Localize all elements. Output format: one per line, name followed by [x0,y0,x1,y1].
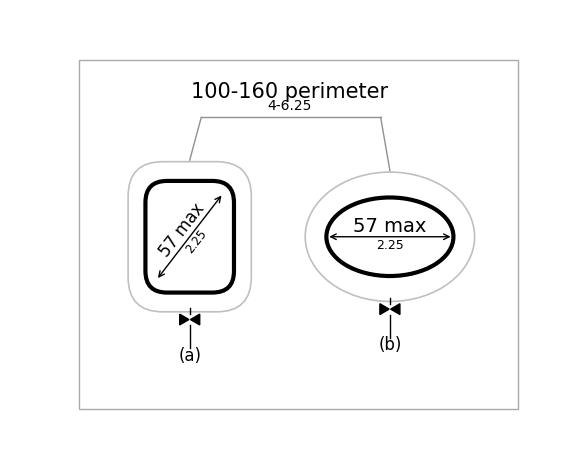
Text: 2.25: 2.25 [183,227,210,255]
Ellipse shape [305,172,474,301]
Polygon shape [380,304,389,314]
Text: 57 max: 57 max [156,200,208,261]
FancyBboxPatch shape [128,162,251,312]
Text: (a): (a) [178,347,201,365]
Polygon shape [180,314,189,325]
FancyBboxPatch shape [146,181,234,292]
Text: 4-6.25: 4-6.25 [268,99,312,113]
Text: 2.25: 2.25 [376,239,404,252]
Polygon shape [391,304,400,314]
Ellipse shape [327,198,453,276]
Text: (b): (b) [378,336,402,354]
Polygon shape [190,314,200,325]
Text: 100-160 perimeter: 100-160 perimeter [191,82,388,102]
Text: 57 max: 57 max [353,217,427,236]
